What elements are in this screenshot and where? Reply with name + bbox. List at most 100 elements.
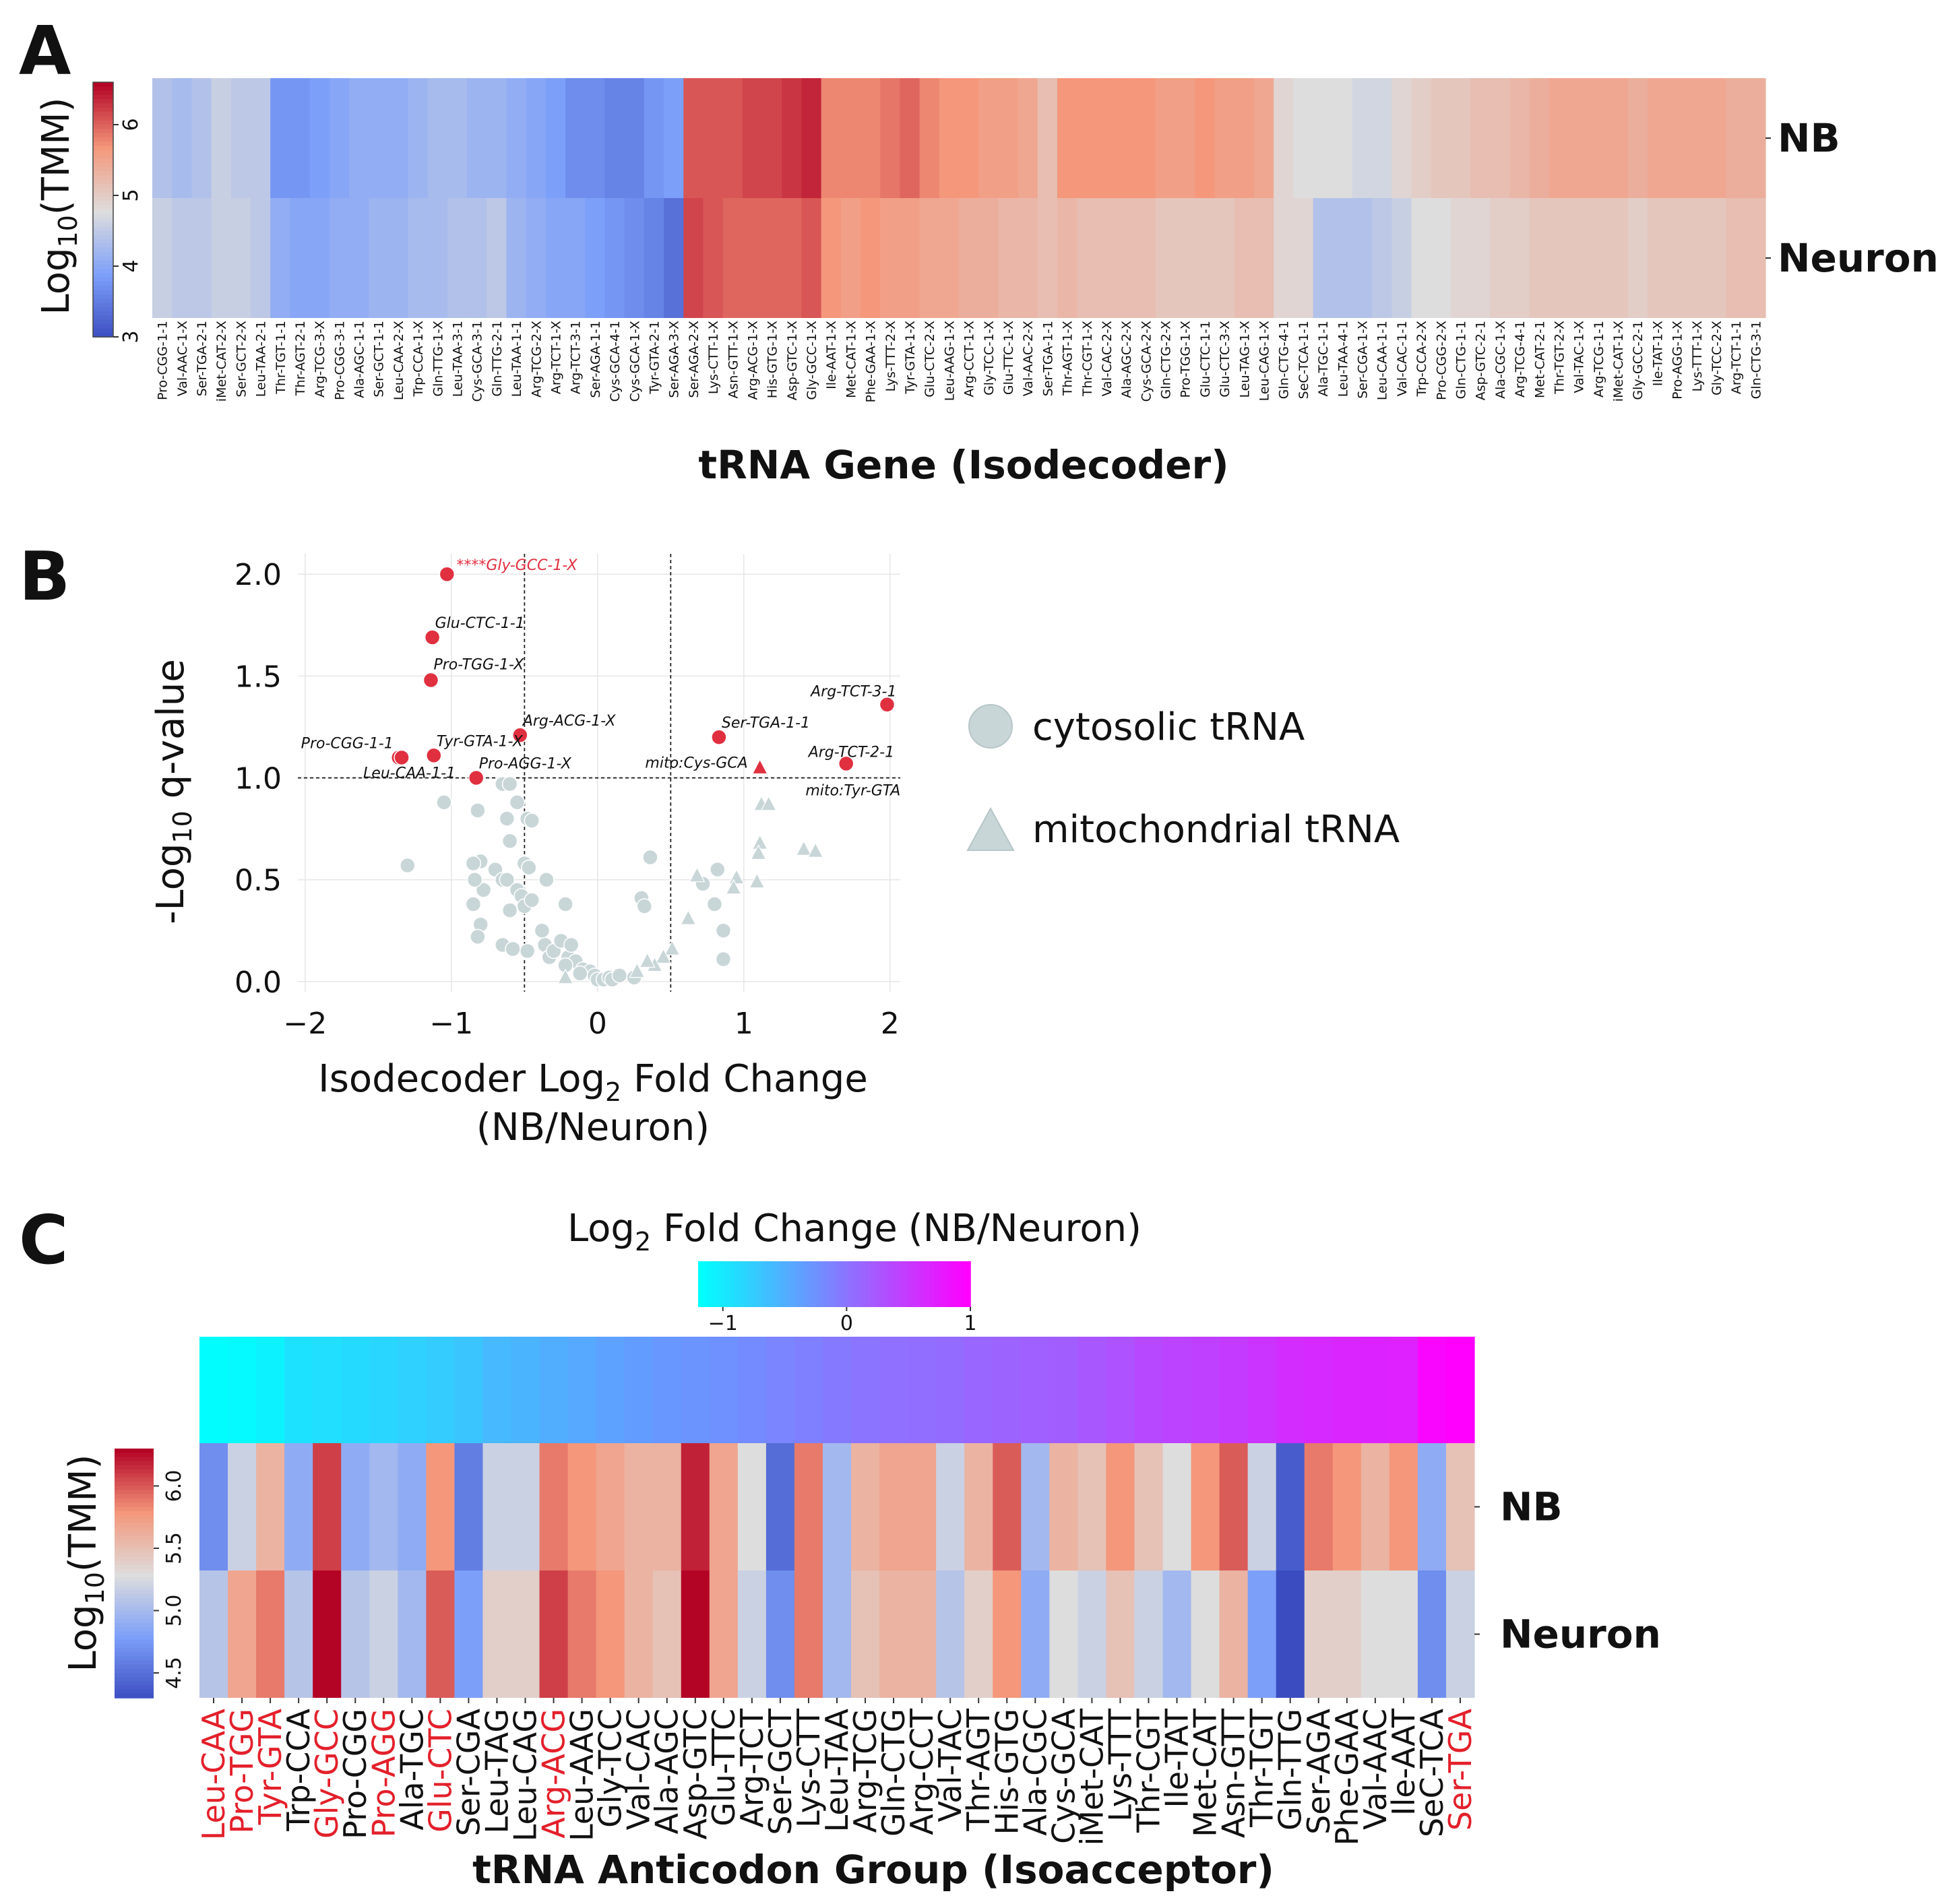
colorbar-segment <box>93 167 113 172</box>
heatmap-cell-nb <box>1450 78 1471 198</box>
heatmap-cell-neuron <box>565 198 586 318</box>
colorbar-segment <box>93 171 113 177</box>
x-tick-label: SeC-TCA <box>1414 1708 1450 1837</box>
fc-colorbar-segment <box>856 1261 863 1307</box>
heatmap-cell-neuron <box>1021 1570 1050 1698</box>
heatmap-cell-nb <box>861 78 881 198</box>
heatmap-cell-nb <box>1191 1443 1220 1570</box>
heatmap-cell-neuron <box>624 198 645 318</box>
heatmap-cell-neuron <box>1134 1570 1164 1698</box>
heatmap-cell-neuron <box>1389 1570 1418 1698</box>
heatmap-cell-neuron <box>1667 198 1687 318</box>
x-tick-label: Pro-TGG-1-X <box>1179 321 1193 398</box>
x-tick-label: Cys-GCA-1-X <box>627 321 642 402</box>
colorbar-segment <box>93 175 113 181</box>
fold-change-cell <box>936 1337 965 1443</box>
x-tick-label: −2 <box>283 1007 327 1041</box>
colorbar-segment <box>115 1486 154 1491</box>
y-tick-label: 0.0 <box>235 965 282 1000</box>
x-tick-label: Arg-ACG <box>536 1709 572 1839</box>
colorbar-segment <box>115 1490 154 1495</box>
heatmap-cell-nb <box>1077 78 1097 198</box>
significant-point <box>838 755 854 772</box>
cytosolic-point <box>538 871 555 888</box>
x-tick-label: Val-AAC-2-X <box>1021 321 1036 396</box>
colorbar-segment <box>115 1660 154 1665</box>
mitochondrial-point <box>750 844 767 860</box>
heatmap-cell-nb <box>398 1443 427 1570</box>
fc-colorbar-segment <box>730 1261 735 1307</box>
heatmap-cell-neuron <box>250 198 271 318</box>
fc-colorbar-segment <box>893 1261 899 1307</box>
significant-point <box>394 749 410 766</box>
panel-c-x-axis-title: tRNA Anticodon Group (Isoacceptor) <box>472 1847 1274 1893</box>
x-tick-label: 0 <box>588 1007 607 1041</box>
fold-change-cell <box>1389 1337 1418 1443</box>
fold-change-cell <box>228 1337 257 1443</box>
colorbar-segment <box>93 286 113 291</box>
colorbar-segment <box>115 1548 154 1553</box>
x-tick-label: Arg-TCT-1-X <box>549 321 564 394</box>
colorbar-segment <box>93 239 113 245</box>
heatmap-cell-nb <box>993 1443 1022 1570</box>
heatmap-cell-nb <box>388 78 409 198</box>
point-annotation: mito:Tyr-GTA <box>805 782 900 799</box>
colorbar-segment <box>93 129 113 134</box>
heatmap-cell-neuron <box>1162 1570 1192 1698</box>
heatmap-cell-nb <box>1608 78 1629 198</box>
panel-b-legend: cytosolic tRNA mitochondrial tRNA <box>966 704 1400 852</box>
heatmap-cell-nb <box>309 78 330 198</box>
fold-change-cell <box>539 1337 569 1443</box>
fc-colorbar-segment <box>884 1261 889 1307</box>
heatmap-cell-neuron <box>313 1570 342 1698</box>
x-tick-label: Leu-AAG-1-X <box>942 321 957 401</box>
heatmap-cell-nb <box>1569 78 1589 198</box>
heatmap-cell-neuron <box>585 198 606 318</box>
fold-change-cell <box>822 1337 852 1443</box>
colorbar-segment <box>115 1693 154 1699</box>
colorbar-segment <box>115 1623 154 1628</box>
x-tick-label: Thr-TGT-1-1 <box>274 321 288 395</box>
mitochondrial-point <box>728 868 745 885</box>
heatmap-cell-neuron <box>487 198 507 318</box>
x-tick-label: His-GTG <box>989 1709 1025 1835</box>
heatmap-cell-nb <box>964 1443 993 1570</box>
colorbar-tick-label: 5 <box>119 189 143 201</box>
fc-colorbar-segment <box>788 1261 794 1307</box>
heatmap-cell-neuron <box>1392 198 1412 318</box>
panel-c-fc-colorbar-title: Log2 Fold Change (NB/Neuron) <box>567 1207 1142 1257</box>
fold-change-cell <box>398 1337 427 1443</box>
heatmap-cell-nb <box>256 1443 285 1570</box>
x-tick-label: Thr-TGT-2-X <box>1552 321 1567 395</box>
cytosolic-point <box>470 928 486 945</box>
heatmap-cell-neuron <box>228 1570 257 1698</box>
fc-colorbar-segment <box>866 1261 871 1307</box>
x-tick-label: Ala-CGC <box>1017 1709 1053 1836</box>
colorbar-segment <box>93 332 113 338</box>
x-tick-label: Tyr-GTA-2-1 <box>647 321 662 395</box>
heatmap-cell-neuron <box>1219 1570 1249 1698</box>
heatmap-cell-neuron <box>341 1570 370 1698</box>
cytosolic-point <box>505 941 521 957</box>
fold-change-cell <box>737 1337 767 1443</box>
point-annotation: Leu-CAA-1-1 <box>363 765 456 782</box>
heatmap-cell-nb <box>270 78 290 198</box>
heatmap-cell-nb <box>447 78 468 198</box>
heatmap-cell-nb <box>1274 78 1294 198</box>
x-tick-label: Arg-TCG <box>847 1709 883 1833</box>
heatmap-cell-nb <box>652 1443 682 1570</box>
fold-change-cell <box>851 1337 880 1443</box>
x-tick-label: Glu-CTC-1-1 <box>1198 321 1213 398</box>
colorbar-segment <box>115 1668 154 1674</box>
fc-colorbar-segment <box>952 1261 958 1307</box>
heatmap-cell-neuron <box>329 198 350 318</box>
heatmap-cell-nb <box>348 78 369 198</box>
x-tick-label: Gln-CTG-3-1 <box>1749 321 1763 399</box>
x-tick-label: Glu-CTC-3-X <box>1218 321 1232 398</box>
x-tick-label: Ile-AAT <box>1385 1708 1422 1816</box>
colorbar-segment <box>93 188 113 193</box>
heatmap-cell-neuron <box>1077 198 1097 318</box>
colorbar-segment <box>93 218 113 223</box>
heatmap-cell-neuron <box>1175 198 1195 318</box>
colorbar-segment <box>93 82 113 88</box>
